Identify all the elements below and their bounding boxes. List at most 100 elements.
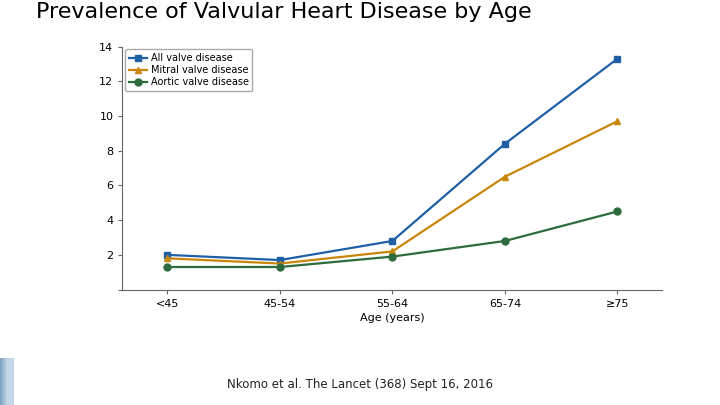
Bar xyxy=(1,358,8,405)
Bar xyxy=(2,358,9,405)
Bar xyxy=(0,358,7,405)
Bar xyxy=(6,358,13,405)
Bar xyxy=(7,358,14,405)
Bar xyxy=(0,358,7,405)
Aortic valve disease xyxy=(613,209,622,214)
Bar xyxy=(5,358,12,405)
Bar xyxy=(6,358,13,405)
Bar xyxy=(4,358,11,405)
Bar xyxy=(6,358,14,405)
Bar xyxy=(0,358,7,405)
Bar xyxy=(5,358,12,405)
Bar xyxy=(3,358,10,405)
Bar xyxy=(5,358,12,405)
All valve disease xyxy=(500,141,509,146)
Mitral valve disease xyxy=(388,249,397,254)
Bar xyxy=(1,358,9,405)
Bar xyxy=(2,358,9,405)
Bar xyxy=(2,358,9,405)
Bar xyxy=(3,358,10,405)
Bar xyxy=(1,358,9,405)
Bar xyxy=(6,358,14,405)
Mitral valve disease xyxy=(276,261,284,266)
Bar xyxy=(7,358,14,405)
Bar xyxy=(1,358,9,405)
Bar xyxy=(4,358,12,405)
Bar xyxy=(6,358,13,405)
X-axis label: Age (years): Age (years) xyxy=(360,313,425,323)
Bar xyxy=(4,358,12,405)
Bar xyxy=(0,358,7,405)
Bar xyxy=(3,358,10,405)
Bar xyxy=(0,358,7,405)
Bar xyxy=(4,358,12,405)
Bar xyxy=(4,358,12,405)
Bar xyxy=(1,358,9,405)
Bar xyxy=(1,358,8,405)
Bar xyxy=(3,358,10,405)
Bar xyxy=(1,358,8,405)
Bar xyxy=(1,358,9,405)
Bar xyxy=(4,358,11,405)
Bar xyxy=(1,358,9,405)
Bar xyxy=(7,358,14,405)
All valve disease xyxy=(613,56,622,61)
Bar xyxy=(2,358,9,405)
Bar xyxy=(1,358,8,405)
Bar xyxy=(5,358,12,405)
Aortic valve disease xyxy=(276,264,284,269)
All valve disease xyxy=(276,258,284,262)
Bar xyxy=(1,358,9,405)
All valve disease xyxy=(163,252,172,257)
Bar xyxy=(5,358,12,405)
Bar xyxy=(1,358,8,405)
Bar xyxy=(1,358,8,405)
Bar xyxy=(1,358,9,405)
Bar xyxy=(4,358,12,405)
Bar xyxy=(4,358,11,405)
Mitral valve disease xyxy=(613,119,622,124)
Bar xyxy=(5,358,12,405)
Bar xyxy=(6,358,13,405)
Bar xyxy=(2,358,9,405)
Bar xyxy=(5,358,12,405)
Bar xyxy=(6,358,13,405)
Text: Prevalence of Valvular Heart Disease by Age: Prevalence of Valvular Heart Disease by … xyxy=(36,2,531,22)
Bar xyxy=(4,358,12,405)
Bar xyxy=(1,358,9,405)
Bar xyxy=(1,358,8,405)
Bar xyxy=(5,358,12,405)
Aortic valve disease xyxy=(388,254,397,259)
Bar xyxy=(6,358,14,405)
All valve disease xyxy=(388,239,397,243)
Bar xyxy=(1,358,9,405)
Bar xyxy=(5,358,12,405)
Bar xyxy=(6,358,14,405)
Bar xyxy=(4,358,12,405)
Bar xyxy=(2,358,9,405)
Bar xyxy=(7,358,14,405)
Bar xyxy=(6,358,13,405)
Bar xyxy=(4,358,11,405)
Bar xyxy=(3,358,10,405)
Bar xyxy=(4,358,11,405)
Bar xyxy=(1,358,8,405)
Bar xyxy=(1,358,9,405)
Bar xyxy=(3,358,10,405)
Bar xyxy=(2,358,9,405)
Mitral valve disease xyxy=(500,174,509,179)
Bar xyxy=(7,358,14,405)
Mitral valve disease xyxy=(163,256,172,261)
Bar xyxy=(4,358,11,405)
Bar xyxy=(6,358,13,405)
Line: Mitral valve disease: Mitral valve disease xyxy=(164,118,621,267)
Bar xyxy=(3,358,10,405)
Bar xyxy=(2,358,9,405)
Bar xyxy=(6,358,14,405)
Bar xyxy=(4,358,12,405)
Bar xyxy=(6,358,14,405)
Bar xyxy=(3,358,10,405)
Bar xyxy=(2,358,9,405)
Bar xyxy=(6,358,14,405)
Bar xyxy=(6,358,13,405)
